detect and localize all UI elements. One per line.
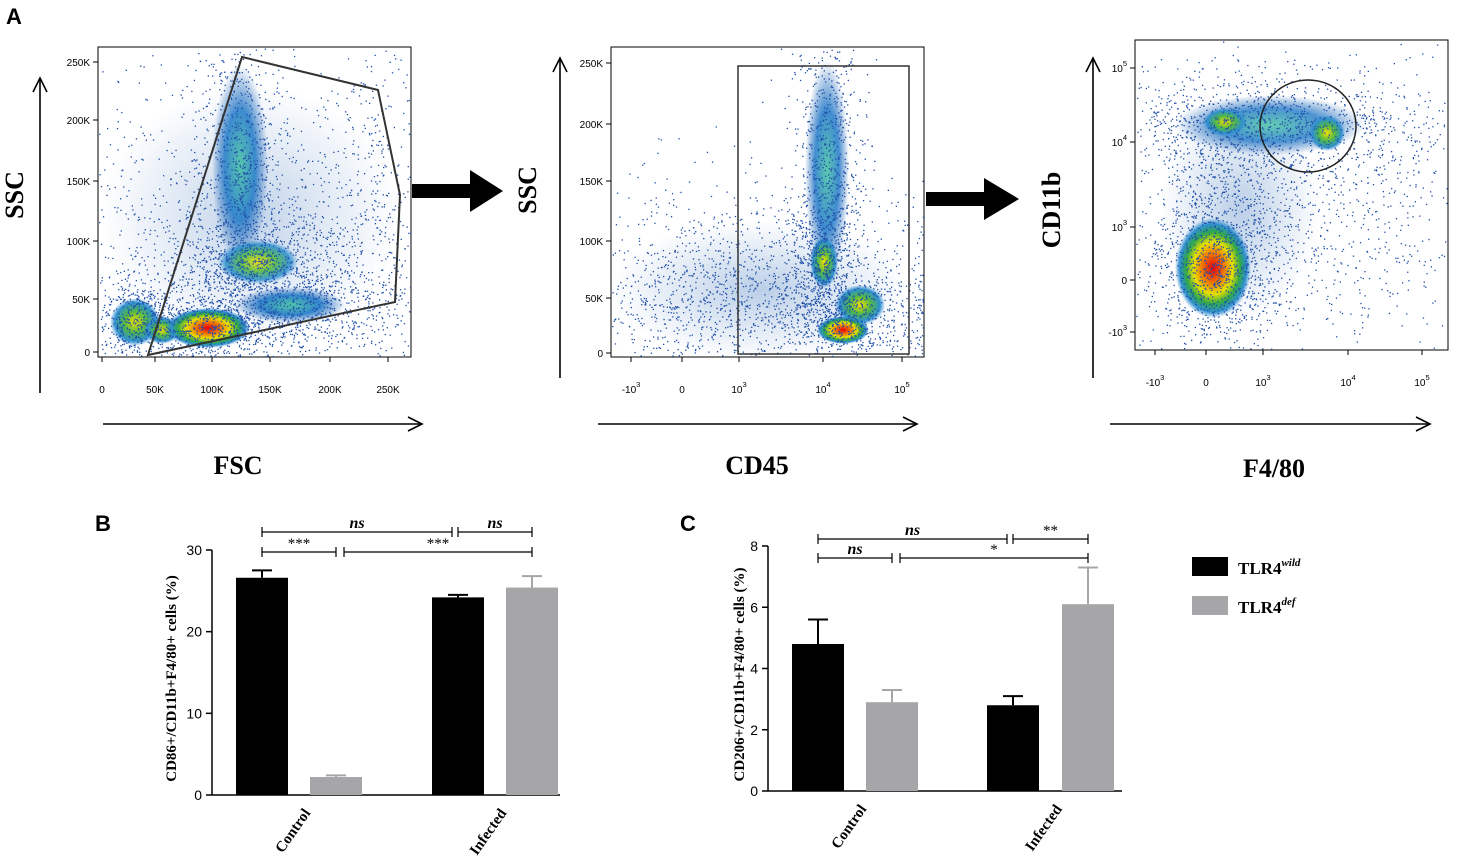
gate-polygon bbox=[146, 55, 402, 357]
gating-arrow-1 bbox=[412, 170, 503, 212]
panel-label-a: A bbox=[6, 4, 22, 29]
y-tick-label: 30 bbox=[186, 542, 202, 558]
legend: TLR4wild TLR4def bbox=[1192, 557, 1301, 617]
scatter-dots bbox=[1136, 41, 1448, 350]
y-tick-label: 50K bbox=[72, 295, 90, 306]
y-tick-label: 250K bbox=[67, 58, 91, 69]
significance-label: ns bbox=[847, 541, 862, 558]
y-tick-label: 50K bbox=[585, 294, 603, 305]
significance-label: ns bbox=[905, 522, 920, 539]
y-tick-label: 0 bbox=[194, 787, 202, 803]
x-tick-label: 0 bbox=[1203, 378, 1209, 389]
x-tick-label: 250K bbox=[376, 385, 400, 396]
y-tick-label: 4 bbox=[750, 661, 758, 677]
x-tick-label: 50K bbox=[146, 385, 164, 396]
category-label-control: Control bbox=[273, 806, 315, 856]
y-tick-label: 2 bbox=[750, 722, 758, 738]
x-tick-label: 0 bbox=[99, 385, 105, 396]
gate-circle bbox=[1259, 79, 1357, 173]
bar-TLR4wild-control bbox=[236, 577, 288, 795]
gating-arrow-2 bbox=[926, 178, 1019, 220]
significance-label: ns bbox=[487, 515, 502, 532]
flow-plot-fsc-ssc: 0 50K 100K 150K 200K 250K 0 50K 100K 150K 200K 250K bbox=[67, 46, 412, 396]
y-tick-label: 103 bbox=[1112, 218, 1127, 234]
y-axis-label: CD206+/CD11b+F4/80+ cells (%) bbox=[732, 568, 748, 782]
bar-chart-b: 0 10 20 30 CD86+/CD11b+F4/80+ cells (%) Contr… bbox=[164, 515, 560, 858]
flow-plot-f480-cd11b: -103 0 103 104 105 -103 0 103 104 105 bbox=[1108, 39, 1449, 389]
legend-label-wild: TLR4wild bbox=[1238, 557, 1301, 578]
bar-TLR4wild-infected bbox=[987, 705, 1039, 791]
y-tick-label: 10 bbox=[186, 705, 202, 721]
y-tick-label: 0 bbox=[597, 349, 603, 360]
bar-TLR4def-infected bbox=[1062, 604, 1114, 791]
legend-label-def: TLR4def bbox=[1238, 596, 1297, 617]
x-tick-label: 103 bbox=[1255, 373, 1270, 389]
flow-plot-cd45-ssc: -103 0 103 104 105 0 50K 100K 150K 200K 250K bbox=[580, 46, 925, 396]
scatter-dots bbox=[612, 48, 925, 357]
significance-label: * bbox=[990, 542, 998, 558]
y-tick-label: 100K bbox=[67, 237, 91, 248]
y-tick-label: -103 bbox=[1108, 323, 1127, 339]
y-tick-label: 0 bbox=[750, 783, 758, 799]
density-blobs bbox=[610, 60, 910, 360]
x-tick-label: 0 bbox=[679, 385, 685, 396]
y-tick-label: 250K bbox=[580, 59, 604, 70]
y-tick-label: 150K bbox=[580, 177, 604, 188]
significance-label: ** bbox=[1043, 523, 1058, 539]
significance-label: *** bbox=[427, 536, 450, 552]
y-tick-label: 20 bbox=[186, 624, 202, 640]
axis-arrows bbox=[32, 56, 1432, 432]
y-tick-label: 150K bbox=[67, 177, 91, 188]
x-tick-label: 105 bbox=[894, 380, 909, 396]
y-tick-label: 8 bbox=[750, 538, 758, 554]
legend-swatch-def bbox=[1192, 596, 1228, 615]
y-tick-label: 6 bbox=[750, 599, 758, 615]
panel-label-b: B bbox=[95, 511, 111, 536]
bar-TLR4def-control bbox=[866, 702, 918, 791]
y-tick-label: 200K bbox=[67, 116, 91, 127]
flow-1-xlabel: FSC bbox=[213, 451, 262, 480]
flow-2-ylabel: SSC bbox=[513, 166, 542, 214]
category-label-control: Control bbox=[829, 802, 871, 852]
x-tick-label: 150K bbox=[258, 385, 282, 396]
flow-3-xlabel: F4/80 bbox=[1243, 454, 1305, 483]
y-tick-label: 0 bbox=[1121, 276, 1127, 287]
x-tick-label: -103 bbox=[1146, 373, 1165, 389]
flow-2-xlabel: CD45 bbox=[725, 451, 789, 480]
x-tick-label: 104 bbox=[815, 380, 830, 396]
y-tick-label: 105 bbox=[1112, 59, 1127, 75]
x-tick-label: 104 bbox=[1340, 373, 1355, 389]
bar-TLR4wild-control bbox=[792, 644, 844, 791]
flow-3-ylabel: CD11b bbox=[1037, 172, 1066, 249]
bar-TLR4def-control bbox=[310, 777, 362, 795]
y-tick-label: 200K bbox=[580, 120, 604, 131]
x-tick-label: 100K bbox=[200, 385, 224, 396]
x-tick-label: 200K bbox=[318, 385, 342, 396]
significance-label: ns bbox=[349, 515, 364, 532]
y-axis-label: CD86+/CD11b+F4/80+ cells (%) bbox=[164, 575, 180, 781]
bar-TLR4wild-infected bbox=[432, 597, 484, 795]
legend-swatch-wild bbox=[1192, 557, 1228, 576]
y-tick-label: 100K bbox=[580, 237, 604, 248]
x-tick-label: -103 bbox=[622, 380, 641, 396]
x-tick-label: 105 bbox=[1414, 373, 1429, 389]
y-tick-label: 104 bbox=[1112, 133, 1127, 149]
category-label-infected: Infected bbox=[1023, 802, 1067, 855]
y-tick-label: 0 bbox=[84, 348, 90, 359]
panel-label-c: C bbox=[680, 511, 696, 536]
significance-label: *** bbox=[288, 536, 311, 552]
x-tick-label: 103 bbox=[731, 380, 746, 396]
bar-TLR4def-infected bbox=[506, 587, 558, 795]
flow-1-ylabel: SSC bbox=[0, 171, 29, 219]
gate-rectangle bbox=[737, 65, 910, 355]
category-label-infected: Infected bbox=[467, 806, 511, 859]
